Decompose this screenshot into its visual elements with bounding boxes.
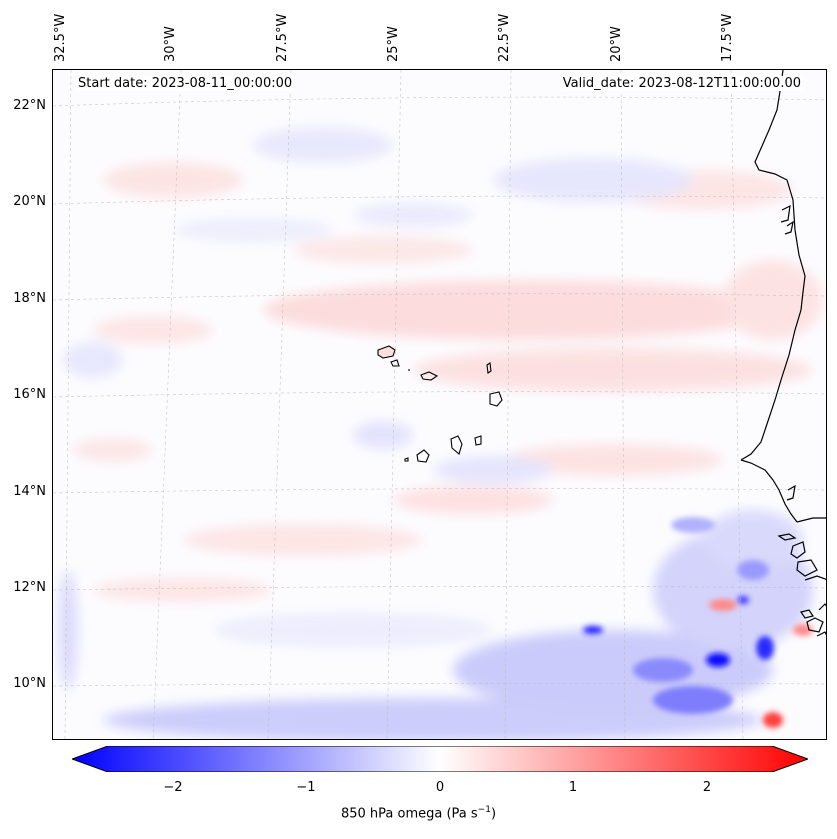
omega-strong-features [583, 517, 813, 728]
colorbar-variable: 850 hPa omega (Pa s [340, 806, 478, 822]
africa-coastline [740, 70, 826, 637]
lat-label-10n: 10°N [13, 676, 46, 691]
colorbar-unit-close: ) [490, 806, 497, 822]
map-panel[interactable] [52, 69, 827, 740]
colorbar-tick-0: 0 [435, 780, 445, 795]
colorbar-tick-minus-2: −2 [163, 780, 183, 795]
lon-label-17-5w: 17.5°W [720, 13, 735, 62]
lat-label-16n: 16°N [13, 387, 46, 402]
start-date-label: Start date: 2023-08-11_00:00:00 [76, 76, 295, 91]
valid-date-label: Valid_date: 2023-08-12T11:00:00.00 [560, 76, 803, 91]
lat-label-14n: 14°N [13, 484, 46, 499]
lat-label-20n: 20°N [13, 194, 46, 209]
lat-label-18n: 18°N [13, 291, 46, 306]
lon-label-32-5w: 32.5°W [53, 13, 68, 62]
lon-label-30w: 30°W [163, 26, 178, 62]
colorbar-unit-exponent: −1 [477, 805, 491, 815]
colorbar [72, 746, 808, 772]
cape-verde-islands [377, 345, 503, 463]
colorbar-tick-2: 2 [702, 780, 712, 795]
colorbar-tick-1: 1 [568, 780, 578, 795]
colorbar-tick-minus-1: −1 [296, 780, 316, 795]
colorbar-label: 850 hPa omega (Pa s−1) [0, 805, 837, 821]
lon-label-20w: 20°W [609, 26, 624, 62]
colorbar-gradient [72, 746, 808, 772]
omega-field-map [53, 70, 826, 739]
omega-field [58, 127, 823, 739]
lon-label-27-5w: 27.5°W [275, 13, 290, 62]
gridlines [53, 70, 826, 739]
lon-label-25w: 25°W [386, 26, 401, 62]
lat-label-12n: 12°N [13, 580, 46, 595]
lon-label-22-5w: 22.5°W [497, 13, 512, 62]
lat-label-22n: 22°N [13, 98, 46, 113]
